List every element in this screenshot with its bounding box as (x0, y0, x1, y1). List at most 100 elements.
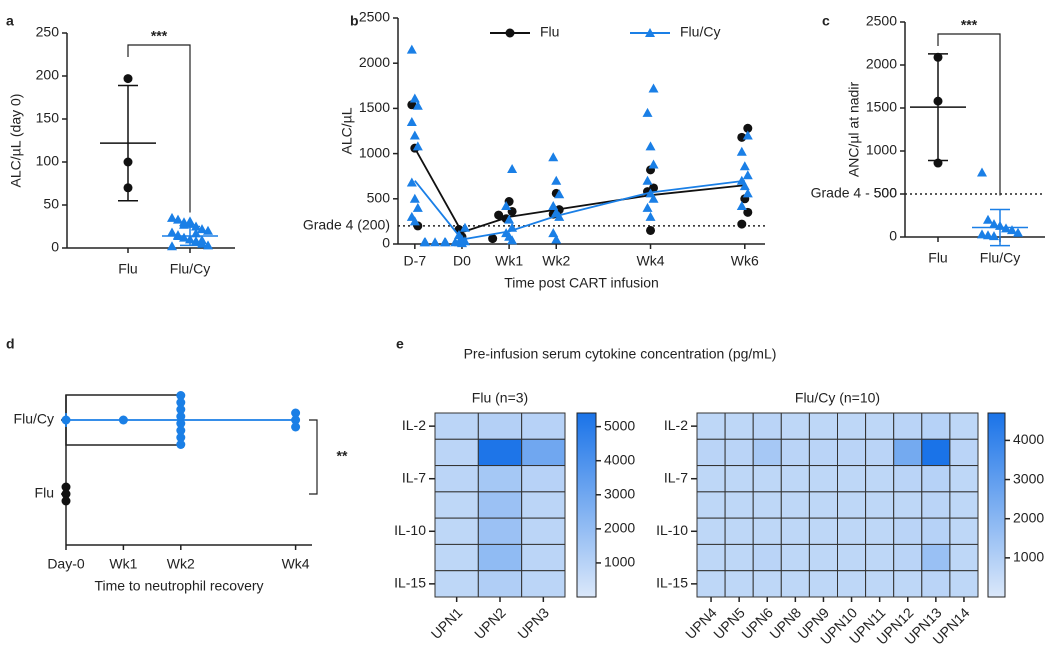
cell (696, 517, 726, 545)
cell (477, 465, 523, 493)
cell (865, 438, 895, 467)
column-label: UPN3 (514, 604, 552, 642)
colorbar-label: 1000 (1013, 549, 1044, 565)
point (407, 100, 417, 110)
point (642, 202, 653, 212)
panel-letter: c (822, 13, 830, 29)
cell (808, 570, 839, 598)
point (646, 225, 656, 235)
row-label: IL-2 (402, 417, 426, 433)
column-label: UPN6 (738, 604, 776, 642)
point (642, 175, 653, 185)
cell (521, 465, 566, 493)
error-bar (118, 84, 138, 202)
significance-bracket (127, 44, 191, 213)
point (61, 496, 71, 506)
colorbar (987, 412, 1006, 598)
series-line (414, 147, 745, 234)
cell (477, 543, 523, 572)
point (642, 107, 653, 117)
x-tick-label: Wk6 (731, 253, 759, 269)
cell (865, 412, 895, 440)
point (645, 141, 656, 151)
y-tick-label: 1000 (359, 144, 390, 160)
cell (477, 438, 523, 467)
cell (696, 465, 726, 493)
row-label: IL-10 (656, 522, 688, 538)
point (742, 170, 753, 180)
reference-label: Grade 4 - 500 (811, 185, 898, 201)
cell (434, 543, 479, 572)
cell (696, 438, 726, 467)
point (167, 212, 177, 222)
point (507, 235, 518, 245)
cell (780, 438, 810, 467)
point (61, 415, 71, 425)
cell (752, 517, 782, 545)
cell (434, 570, 479, 598)
cell (780, 543, 810, 572)
point (743, 207, 753, 217)
legend-marker (505, 28, 515, 38)
point (456, 238, 467, 248)
cell (808, 543, 839, 572)
cell (837, 412, 867, 440)
point (743, 123, 753, 133)
cell (752, 570, 782, 598)
point (291, 408, 301, 418)
panel-letter: a (6, 13, 14, 29)
point (420, 237, 431, 247)
point (645, 211, 656, 221)
colorbar-label: 4000 (604, 451, 635, 467)
reference-label: Grade 4 (200) (303, 217, 390, 233)
y-tick-label: 2500 (866, 13, 897, 29)
significance-bracket (937, 33, 1001, 196)
map-title: Flu/Cy (n=10) (795, 390, 880, 406)
cell (921, 438, 951, 467)
point (742, 188, 753, 198)
column-label: UPN2 (471, 604, 509, 642)
point (501, 201, 512, 211)
colorbar (576, 412, 597, 598)
cell (696, 412, 726, 440)
cell (837, 543, 867, 572)
cell (724, 543, 754, 572)
y-tick-label: 0 (51, 239, 59, 255)
colorbar-label: 3000 (1013, 470, 1044, 486)
cell (477, 412, 523, 440)
point (291, 415, 301, 425)
colorbar-label: 5000 (604, 417, 635, 433)
cell (434, 491, 479, 519)
cell (949, 570, 979, 598)
column-label: UPN5 (710, 604, 748, 642)
point (548, 228, 559, 238)
point (176, 398, 186, 407)
point (736, 146, 747, 156)
point (648, 83, 659, 93)
y-tick-label: Flu (35, 485, 54, 501)
y-tick-label: Flu/Cy (14, 411, 54, 427)
x-tick-label: D0 (453, 253, 471, 269)
point (989, 219, 999, 229)
point (291, 422, 301, 432)
point (551, 175, 562, 185)
significance: *** (151, 28, 168, 44)
point (507, 163, 518, 173)
point (989, 231, 999, 241)
y-tick-label: 2000 (866, 56, 897, 72)
cell (921, 412, 951, 440)
row-label: IL-7 (402, 469, 426, 485)
panel-letter: b (350, 13, 359, 29)
point (185, 216, 195, 226)
cell (949, 465, 979, 493)
point (983, 214, 993, 224)
cell (865, 465, 895, 493)
point (736, 201, 747, 211)
cell (893, 438, 923, 467)
y-tick-label: 500 (874, 185, 898, 201)
cell (477, 570, 523, 598)
point (739, 181, 750, 191)
legend-marker (645, 28, 655, 37)
cell (893, 491, 923, 519)
